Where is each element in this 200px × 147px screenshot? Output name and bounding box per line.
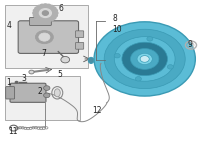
FancyBboxPatch shape [18, 21, 79, 53]
Circle shape [33, 14, 38, 17]
Circle shape [114, 54, 120, 58]
Circle shape [33, 9, 38, 12]
Circle shape [147, 37, 153, 41]
Circle shape [54, 11, 58, 15]
Text: 5: 5 [58, 70, 63, 79]
Circle shape [52, 16, 56, 19]
Circle shape [35, 16, 39, 19]
Text: 8: 8 [113, 14, 117, 23]
Circle shape [46, 4, 51, 7]
Circle shape [46, 19, 51, 22]
Circle shape [140, 56, 149, 62]
Circle shape [104, 29, 185, 89]
Circle shape [53, 9, 57, 12]
Circle shape [167, 65, 173, 69]
Ellipse shape [54, 89, 60, 97]
Circle shape [135, 77, 141, 81]
FancyBboxPatch shape [29, 17, 51, 25]
FancyBboxPatch shape [10, 83, 46, 102]
Circle shape [35, 7, 39, 10]
Text: 6: 6 [59, 4, 64, 13]
Circle shape [40, 19, 44, 22]
Circle shape [114, 37, 175, 81]
Circle shape [35, 31, 53, 44]
FancyBboxPatch shape [76, 31, 84, 37]
Text: 11: 11 [8, 127, 17, 136]
Circle shape [43, 19, 48, 22]
Circle shape [137, 53, 152, 65]
Circle shape [40, 4, 44, 7]
Circle shape [131, 49, 159, 69]
Circle shape [36, 6, 54, 20]
Circle shape [37, 5, 41, 9]
Text: 9: 9 [188, 40, 193, 49]
Text: 7: 7 [41, 49, 46, 58]
Bar [5, 76, 80, 120]
Ellipse shape [88, 57, 94, 64]
Circle shape [49, 5, 54, 9]
Text: 4: 4 [6, 21, 11, 30]
Circle shape [44, 93, 50, 98]
Text: 10: 10 [112, 25, 122, 34]
Circle shape [42, 11, 48, 15]
Circle shape [52, 7, 56, 10]
Text: 2: 2 [37, 87, 42, 96]
Text: 12: 12 [92, 106, 102, 115]
Circle shape [39, 9, 51, 17]
Circle shape [33, 11, 37, 15]
FancyBboxPatch shape [6, 87, 15, 99]
Circle shape [61, 56, 70, 63]
Circle shape [122, 42, 167, 76]
Circle shape [49, 18, 54, 21]
Circle shape [39, 33, 50, 41]
Bar [5, 5, 88, 68]
FancyBboxPatch shape [76, 42, 84, 49]
Circle shape [29, 70, 34, 74]
Circle shape [15, 81, 19, 84]
Circle shape [53, 14, 57, 17]
Text: 3: 3 [21, 74, 26, 83]
Circle shape [43, 4, 48, 7]
Circle shape [37, 18, 41, 21]
Circle shape [94, 22, 195, 96]
Circle shape [44, 86, 50, 90]
Text: 1: 1 [6, 78, 11, 87]
